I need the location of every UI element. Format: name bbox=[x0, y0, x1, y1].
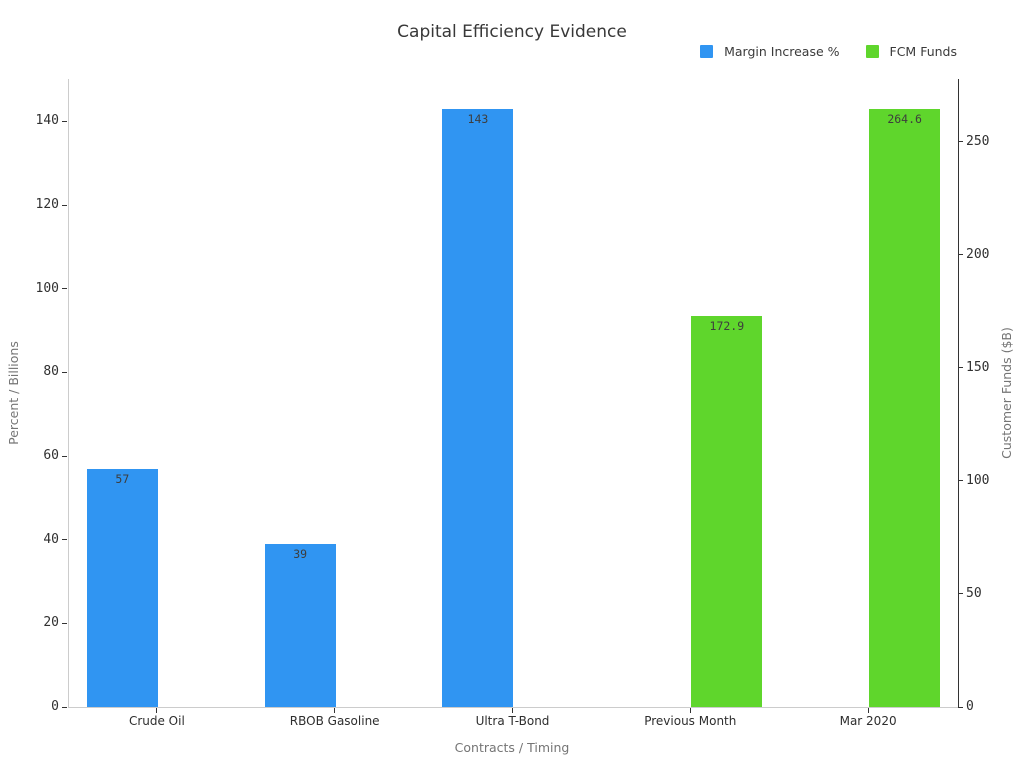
left-axis-tick bbox=[62, 455, 67, 457]
x-axis-tick bbox=[689, 708, 691, 713]
bar: 264.6 bbox=[869, 108, 941, 707]
x-axis-tick bbox=[867, 708, 869, 713]
left-axis-tick bbox=[62, 204, 67, 206]
right-axis-tick-label: 0 bbox=[966, 699, 974, 714]
bar: 143 bbox=[442, 108, 514, 707]
right-axis-tick bbox=[958, 367, 963, 369]
bar-value-label: 39 bbox=[293, 546, 308, 561]
chart-title: Capital Efficiency Evidence bbox=[397, 22, 627, 42]
legend-label: Margin Increase % bbox=[724, 44, 840, 59]
right-axis-tick bbox=[958, 141, 963, 143]
right-axis-tick bbox=[958, 706, 963, 708]
right-axis-tick-label: 50 bbox=[966, 585, 982, 601]
x-axis-tick bbox=[156, 708, 158, 713]
x-axis-tick bbox=[512, 708, 513, 713]
bar-value-label: 57 bbox=[115, 471, 130, 486]
left-axis-tick-label: 120 bbox=[35, 197, 59, 213]
right-axis-tick bbox=[958, 254, 963, 256]
bar-value-label: 172.9 bbox=[709, 319, 745, 334]
legend-swatch-green-icon bbox=[865, 45, 879, 58]
left-axis-tick bbox=[62, 622, 67, 624]
left-axis-tick-label: 0 bbox=[51, 699, 59, 714]
bar: 39 bbox=[264, 543, 336, 707]
right-axis-tick bbox=[958, 480, 963, 482]
bar-value-label: 143 bbox=[467, 111, 489, 126]
right-axis-tick-label: 200 bbox=[966, 246, 990, 262]
bar-value-label: 264.6 bbox=[887, 111, 922, 126]
left-axis-tick-label: 20 bbox=[43, 615, 59, 631]
left-axis-tick bbox=[62, 371, 67, 373]
x-axis-category-label: Mar 2020 bbox=[839, 714, 897, 728]
left-axis-tick bbox=[62, 288, 67, 290]
x-axis-category-label: RBOB Gasoline bbox=[289, 714, 380, 728]
left-axis-tick bbox=[62, 706, 67, 708]
legend: Margin Increase % FCM Funds bbox=[700, 44, 957, 59]
right-axis-tick-label: 150 bbox=[966, 359, 990, 375]
y-axis-label-right: Customer Funds ($B) bbox=[999, 327, 1014, 459]
left-axis-tick-label: 80 bbox=[43, 364, 59, 380]
left-axis-tick-label: 40 bbox=[43, 531, 59, 547]
x-axis-label: Contracts / Timing bbox=[454, 740, 570, 755]
left-axis-tick-label: 100 bbox=[35, 280, 59, 296]
legend-label: FCM Funds bbox=[889, 44, 957, 59]
y-axis-label-left: Percent / Billions bbox=[6, 341, 21, 445]
legend-item-fcm-funds: FCM Funds bbox=[865, 44, 957, 59]
bar: 172.9 bbox=[691, 316, 763, 707]
legend-item-margin-increase: Margin Increase % bbox=[700, 44, 840, 59]
left-axis-tick bbox=[62, 539, 67, 541]
right-axis-tick bbox=[958, 593, 963, 595]
x-axis-category-label: Ultra T-Bond bbox=[475, 714, 550, 728]
left-axis-tick-label: 60 bbox=[43, 448, 59, 464]
x-axis-category-label: Previous Month bbox=[644, 714, 737, 728]
right-axis-tick-label: 100 bbox=[966, 472, 990, 488]
bar: 57 bbox=[86, 468, 158, 707]
legend-swatch-blue-icon bbox=[700, 45, 714, 58]
x-axis-tick bbox=[334, 708, 336, 713]
right-axis-tick-label: 250 bbox=[966, 133, 990, 149]
left-axis-tick-label: 140 bbox=[35, 113, 59, 129]
plot-area: 57 39 143 172.9 264.6 bbox=[68, 79, 959, 708]
left-axis-tick bbox=[62, 120, 67, 122]
x-axis-category-label: Crude Oil bbox=[128, 714, 185, 728]
